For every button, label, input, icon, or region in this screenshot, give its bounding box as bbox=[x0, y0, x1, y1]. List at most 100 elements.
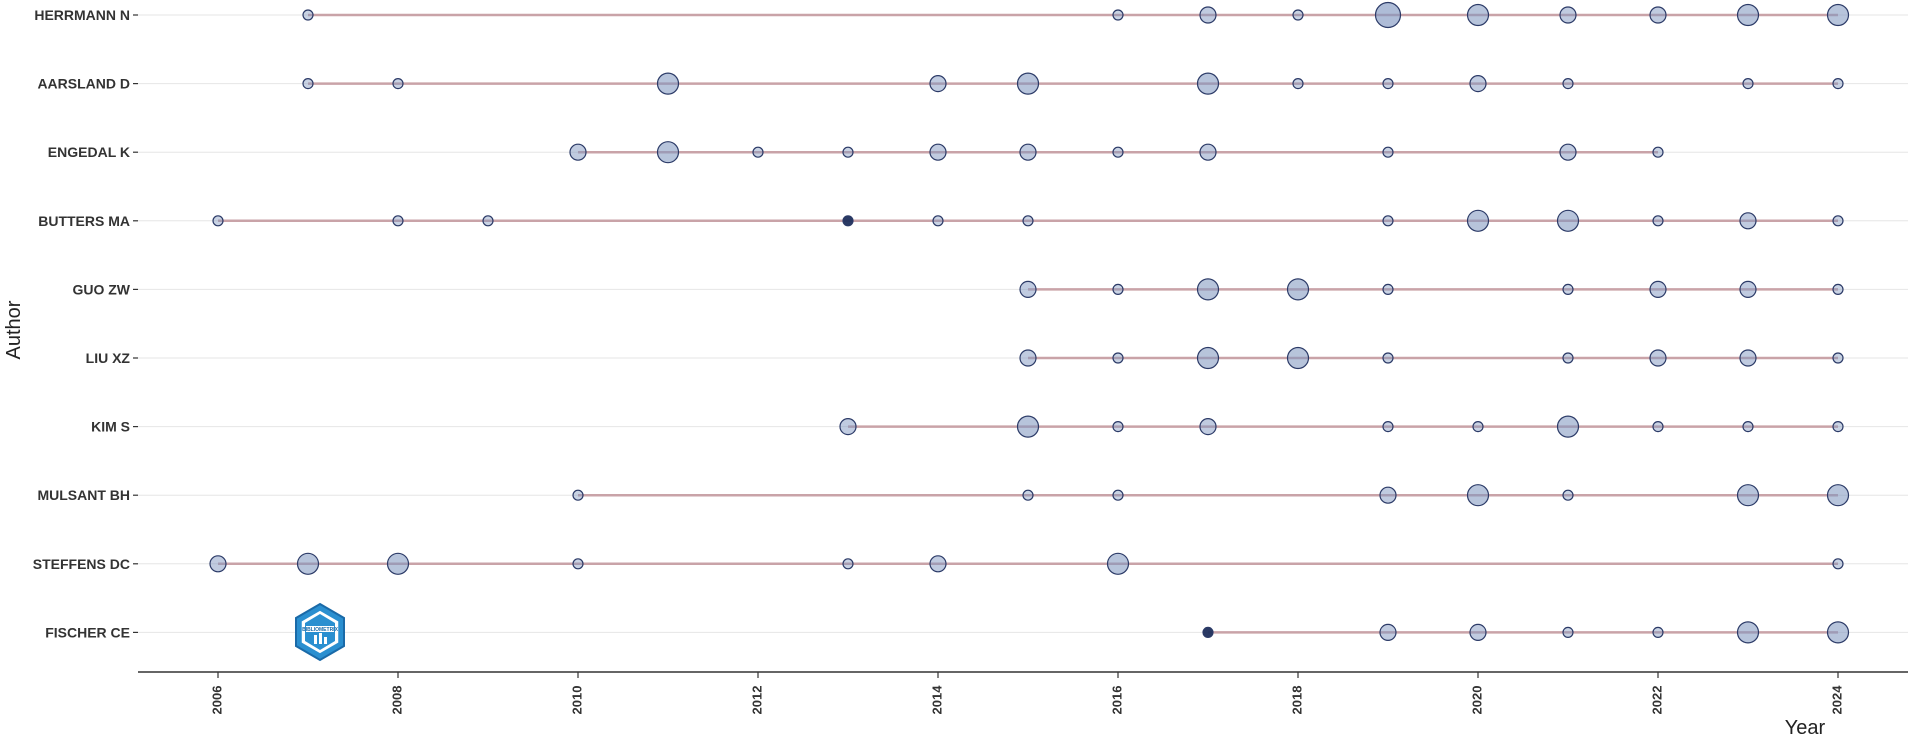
point-steffens-dc-2016 bbox=[1106, 552, 1130, 575]
point-guo-zw-2019 bbox=[1382, 283, 1394, 295]
point-mulsant-bh-2021 bbox=[1562, 489, 1574, 501]
point-butters-ma-2013 bbox=[842, 215, 854, 227]
point-guo-zw-2015 bbox=[1019, 280, 1037, 298]
point-steffens-dc-2010 bbox=[572, 558, 584, 570]
point-herrmann-n-2023 bbox=[1736, 3, 1760, 27]
point-aarsland-d-2007 bbox=[302, 77, 314, 90]
y-tick-label-aarsland-d: AARSLAND D bbox=[37, 76, 130, 92]
x-tick-label-2018: 2018 bbox=[1289, 686, 1304, 715]
point-herrmann-n-2021 bbox=[1559, 6, 1577, 24]
gridlines bbox=[138, 14, 1908, 633]
point-engedal-k-2021 bbox=[1559, 143, 1577, 161]
point-engedal-k-2011 bbox=[656, 141, 680, 164]
point-liu-xz-2018 bbox=[1286, 346, 1310, 370]
point-guo-zw-2016 bbox=[1112, 283, 1124, 295]
point-engedal-k-2017 bbox=[1199, 143, 1217, 161]
point-kim-s-2022 bbox=[1652, 421, 1664, 433]
point-herrmann-n-2017 bbox=[1199, 6, 1217, 24]
point-fischer-ce-2017 bbox=[1202, 626, 1214, 639]
point-fischer-ce-2019 bbox=[1379, 623, 1397, 642]
point-liu-xz-2019 bbox=[1382, 352, 1394, 364]
author-timelines bbox=[218, 13, 1838, 634]
data-points bbox=[209, 1, 1850, 644]
point-kim-s-2017 bbox=[1199, 418, 1217, 436]
y-tick-label-steffens-dc: STEFFENS DC bbox=[33, 556, 130, 572]
point-fischer-ce-2020 bbox=[1469, 623, 1487, 642]
point-mulsant-bh-2010 bbox=[572, 489, 584, 501]
point-fischer-ce-2024 bbox=[1826, 621, 1850, 644]
point-kim-s-2016 bbox=[1112, 421, 1124, 433]
x-tick-label-2014: 2014 bbox=[929, 685, 944, 715]
point-butters-ma-2009 bbox=[482, 215, 494, 227]
point-steffens-dc-2014 bbox=[929, 555, 947, 573]
point-steffens-dc-2008 bbox=[386, 552, 410, 575]
x-tick-label-2010: 2010 bbox=[569, 686, 584, 715]
point-mulsant-bh-2016 bbox=[1112, 489, 1124, 501]
y-tick-label-engedal-k: ENGEDAL K bbox=[48, 144, 130, 160]
point-butters-ma-2019 bbox=[1382, 215, 1394, 227]
point-steffens-dc-2006 bbox=[209, 555, 227, 573]
point-herrmann-n-2022 bbox=[1649, 6, 1667, 24]
x-axis: 2006 2008 2010 2012 2014 2016 2018 2020 2022 2024 bbox=[138, 671, 1908, 715]
point-liu-xz-2016 bbox=[1112, 352, 1124, 364]
y-tick-label-mulsant-bh: MULSANT BH bbox=[37, 487, 130, 503]
point-kim-s-2020 bbox=[1472, 421, 1484, 433]
logo-text: BIBLIOMETRIX bbox=[302, 627, 338, 633]
point-steffens-dc-2007 bbox=[296, 552, 320, 575]
point-mulsant-bh-2024 bbox=[1826, 484, 1850, 507]
point-kim-s-2023 bbox=[1742, 421, 1754, 433]
point-butters-ma-2014 bbox=[932, 215, 944, 227]
point-mulsant-bh-2015 bbox=[1022, 489, 1034, 501]
point-aarsland-d-2021 bbox=[1562, 77, 1574, 90]
point-engedal-k-2016 bbox=[1112, 146, 1124, 158]
point-fischer-ce-2023 bbox=[1736, 621, 1760, 644]
point-aarsland-d-2014 bbox=[929, 74, 947, 93]
point-kim-s-2015 bbox=[1016, 415, 1040, 438]
y-axis-title: Author bbox=[3, 300, 25, 359]
point-butters-ma-2024 bbox=[1832, 215, 1844, 227]
point-steffens-dc-2013 bbox=[842, 558, 854, 570]
point-liu-xz-2015 bbox=[1019, 349, 1037, 367]
point-engedal-k-2013 bbox=[842, 146, 854, 158]
point-butters-ma-2023 bbox=[1739, 212, 1757, 230]
x-tick-label-2012: 2012 bbox=[749, 686, 764, 715]
point-kim-s-2019 bbox=[1382, 421, 1394, 433]
point-herrmann-n-2020 bbox=[1466, 3, 1490, 27]
point-butters-ma-2015 bbox=[1022, 215, 1034, 227]
point-mulsant-bh-2020 bbox=[1466, 484, 1490, 507]
point-herrmann-n-2019 bbox=[1374, 1, 1402, 29]
point-mulsant-bh-2023 bbox=[1736, 484, 1760, 507]
point-aarsland-d-2017 bbox=[1196, 72, 1220, 95]
point-guo-zw-2018 bbox=[1286, 278, 1310, 301]
x-tick-label-2016: 2016 bbox=[1109, 686, 1124, 715]
point-fischer-ce-2021 bbox=[1562, 626, 1574, 639]
point-kim-s-2024 bbox=[1832, 421, 1844, 433]
point-engedal-k-2014 bbox=[929, 143, 947, 161]
point-guo-zw-2022 bbox=[1649, 280, 1667, 298]
point-herrmann-n-2007 bbox=[302, 9, 314, 21]
point-butters-ma-2006 bbox=[212, 215, 224, 227]
y-tick-label-kim-s: KIM S bbox=[91, 419, 130, 435]
y-tick-label-herrmann-n: HERRMANN N bbox=[34, 7, 130, 23]
point-aarsland-d-2011 bbox=[656, 72, 680, 95]
point-aarsland-d-2023 bbox=[1742, 77, 1754, 90]
point-engedal-k-2022 bbox=[1652, 146, 1664, 158]
point-engedal-k-2019 bbox=[1382, 146, 1394, 158]
bibliometrix-logo: BIBLIOMETRIX bbox=[295, 602, 345, 662]
point-aarsland-d-2015 bbox=[1016, 72, 1040, 95]
point-butters-ma-2022 bbox=[1652, 215, 1664, 227]
x-tick-label-2020: 2020 bbox=[1469, 686, 1484, 715]
point-aarsland-d-2018 bbox=[1292, 77, 1304, 90]
point-guo-zw-2023 bbox=[1739, 280, 1757, 298]
point-liu-xz-2022 bbox=[1649, 349, 1667, 367]
x-axis-title: Year bbox=[1785, 717, 1826, 737]
point-butters-ma-2008 bbox=[392, 215, 404, 227]
x-tick-label-2022: 2022 bbox=[1649, 686, 1664, 715]
point-liu-xz-2024 bbox=[1832, 352, 1844, 364]
point-engedal-k-2010 bbox=[569, 143, 587, 161]
y-tick-label-liu-xz: LIU XZ bbox=[86, 350, 131, 366]
point-steffens-dc-2024 bbox=[1832, 558, 1844, 570]
point-mulsant-bh-2019 bbox=[1379, 486, 1397, 504]
point-aarsland-d-2008 bbox=[392, 77, 404, 90]
point-aarsland-d-2024 bbox=[1832, 77, 1844, 90]
